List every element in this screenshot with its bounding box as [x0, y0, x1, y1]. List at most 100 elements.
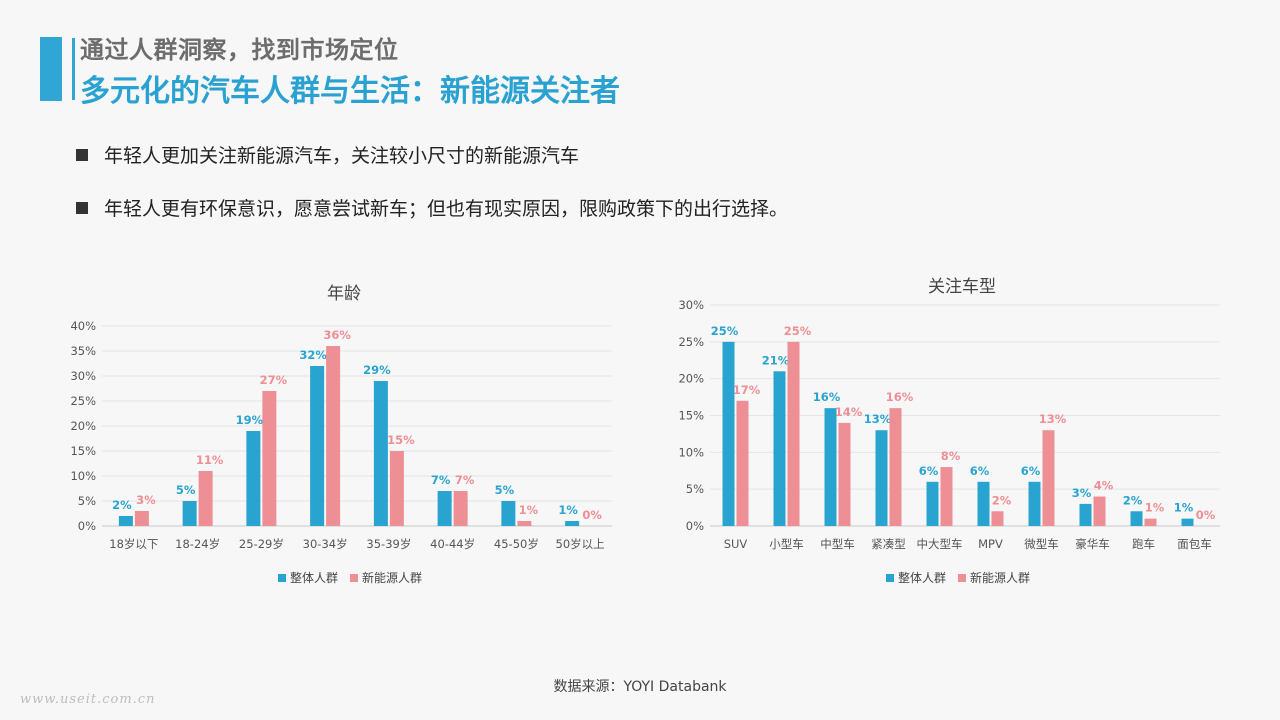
- data-label: 3%: [1072, 486, 1092, 500]
- bar-new-energy: [889, 408, 902, 526]
- bullet-square-icon: [76, 148, 88, 161]
- bar-overall: [1130, 511, 1143, 526]
- y-tick-label: 15%: [678, 409, 704, 423]
- legend-swatch-blue: [886, 574, 894, 582]
- bullet-item: 年轻人更有环保意识，愿意尝试新车；但也有现实原因，限购政策下的出行选择。: [76, 194, 788, 221]
- bar-overall: [373, 381, 388, 526]
- data-label: 17%: [733, 383, 761, 397]
- x-tick-label: 豪华车: [1075, 537, 1110, 551]
- data-label: 1%: [1174, 501, 1194, 515]
- bar-overall: [722, 341, 735, 526]
- bar-overall: [437, 491, 452, 526]
- x-tick-label: 50岁以上: [556, 537, 605, 551]
- data-label: 25%: [784, 324, 812, 338]
- data-label: 7%: [431, 473, 451, 487]
- y-tick-label: 0%: [78, 519, 96, 533]
- data-label: 15%: [387, 433, 415, 447]
- x-tick-label: 35-39岁: [366, 537, 411, 551]
- title-accent-line: [72, 38, 75, 100]
- bar-new-energy: [736, 400, 749, 526]
- y-tick-label: 20%: [678, 372, 704, 386]
- legend-label: 整体人群: [290, 571, 339, 585]
- x-tick-label: 30-34岁: [303, 537, 348, 551]
- watermark: www.useit.com.cn: [20, 692, 156, 707]
- legend-item: 整体人群: [278, 569, 338, 586]
- x-tick-label: SUV: [724, 537, 748, 551]
- bar-new-energy: [517, 521, 532, 526]
- bar-new-energy: [838, 422, 851, 526]
- chart-title: 年龄: [327, 284, 361, 304]
- data-label: 19%: [236, 413, 264, 427]
- age-chart-legend: 整体人群 新能源人群: [278, 569, 422, 586]
- x-tick-label: 微型车: [1024, 537, 1059, 551]
- age-chart: 年龄 0% 5% 10% 15% 20% 25% 30% 35% 40% 18岁以下 2% 3% 18-2…: [60, 272, 630, 576]
- x-tick-label: MPV: [978, 537, 1003, 551]
- x-tick-label: 跑车: [1132, 537, 1155, 551]
- data-label: 16%: [813, 390, 841, 404]
- legend-item: 新能源人群: [350, 569, 422, 586]
- bar-new-energy: [991, 511, 1004, 526]
- data-label: 1%: [519, 503, 539, 517]
- y-tick-label: 25%: [70, 394, 96, 408]
- bar-overall: [926, 481, 939, 526]
- y-tick-label: 5%: [686, 482, 704, 496]
- bar-new-energy: [389, 451, 404, 526]
- data-label: 8%: [941, 449, 961, 463]
- bar-overall: [246, 431, 261, 526]
- bar-new-energy: [453, 491, 468, 526]
- y-tick-label: 5%: [78, 494, 96, 508]
- legend-item: 新能源人群: [958, 569, 1030, 586]
- data-label: 2%: [112, 498, 132, 512]
- x-tick-label: 18岁以下: [109, 537, 158, 551]
- bar-overall: [977, 481, 990, 526]
- data-label: 6%: [919, 464, 939, 478]
- bar-new-energy: [1144, 518, 1157, 526]
- y-tick-label: 25%: [678, 335, 704, 349]
- page-title: 多元化的汽车人群与生活：新能源关注者: [80, 74, 620, 109]
- data-label: 11%: [196, 453, 224, 467]
- y-tick-label: 0%: [686, 519, 704, 533]
- title-accent-bar: [40, 37, 62, 101]
- legend-swatch-blue: [278, 574, 286, 582]
- legend-item: 整体人群: [886, 569, 946, 586]
- bar-new-energy: [134, 511, 149, 526]
- car-type-chart-svg: 关注车型 0% 5% 10% 15% 20% 25% 30% SUV 25% 17% 小型车 21% 25…: [678, 277, 1220, 551]
- data-label: 1%: [558, 503, 578, 517]
- age-chart-svg: 年龄 0% 5% 10% 15% 20% 25% 30% 35% 40% 18岁以下 2% 3% 18-2…: [70, 284, 612, 551]
- bar-overall: [773, 371, 786, 526]
- legend-label: 新能源人群: [362, 571, 423, 585]
- x-tick-label: 紧凑型: [871, 537, 906, 551]
- data-label: 25%: [711, 324, 739, 338]
- y-tick-label: 30%: [678, 298, 704, 312]
- bullet-text: 年轻人更加关注新能源汽车，关注较小尺寸的新能源汽车: [104, 145, 580, 167]
- bar-new-energy: [1042, 430, 1055, 526]
- bar-new-energy: [787, 341, 800, 526]
- bar-overall: [565, 521, 580, 526]
- data-label: 2%: [992, 493, 1012, 507]
- data-label: 27%: [260, 373, 288, 387]
- bar-overall: [118, 516, 133, 526]
- data-source: 数据来源：YOYI Databank: [553, 679, 727, 695]
- data-label: 5%: [176, 483, 196, 497]
- data-label: 3%: [136, 493, 156, 507]
- data-label: 14%: [835, 405, 863, 419]
- legend-label: 新能源人群: [970, 571, 1031, 585]
- x-tick-label: 中型车: [820, 537, 855, 551]
- car-type-chart-legend: 整体人群 新能源人群: [886, 569, 1030, 586]
- y-tick-label: 20%: [70, 419, 96, 433]
- bar-new-energy: [326, 346, 341, 526]
- legend-swatch-pink: [350, 574, 359, 582]
- data-label: 6%: [1021, 464, 1041, 478]
- bar-overall: [1028, 481, 1041, 526]
- bar-new-energy: [940, 467, 953, 526]
- legend-swatch-pink: [958, 574, 967, 582]
- chart-title: 关注车型: [928, 277, 996, 297]
- data-label: 2%: [1123, 493, 1143, 507]
- x-tick-label: 18-24岁: [175, 537, 220, 551]
- data-label: 1%: [1145, 501, 1165, 515]
- bullet-text: 年轻人更有环保意识，愿意尝试新车；但也有现实原因，限购政策下的出行选择。: [104, 198, 789, 220]
- page-subtitle: 通过人群洞察，找到市场定位: [80, 36, 399, 64]
- bullet-square-icon: [76, 201, 88, 214]
- data-label: 21%: [762, 353, 790, 367]
- legend-label: 整体人群: [898, 571, 947, 585]
